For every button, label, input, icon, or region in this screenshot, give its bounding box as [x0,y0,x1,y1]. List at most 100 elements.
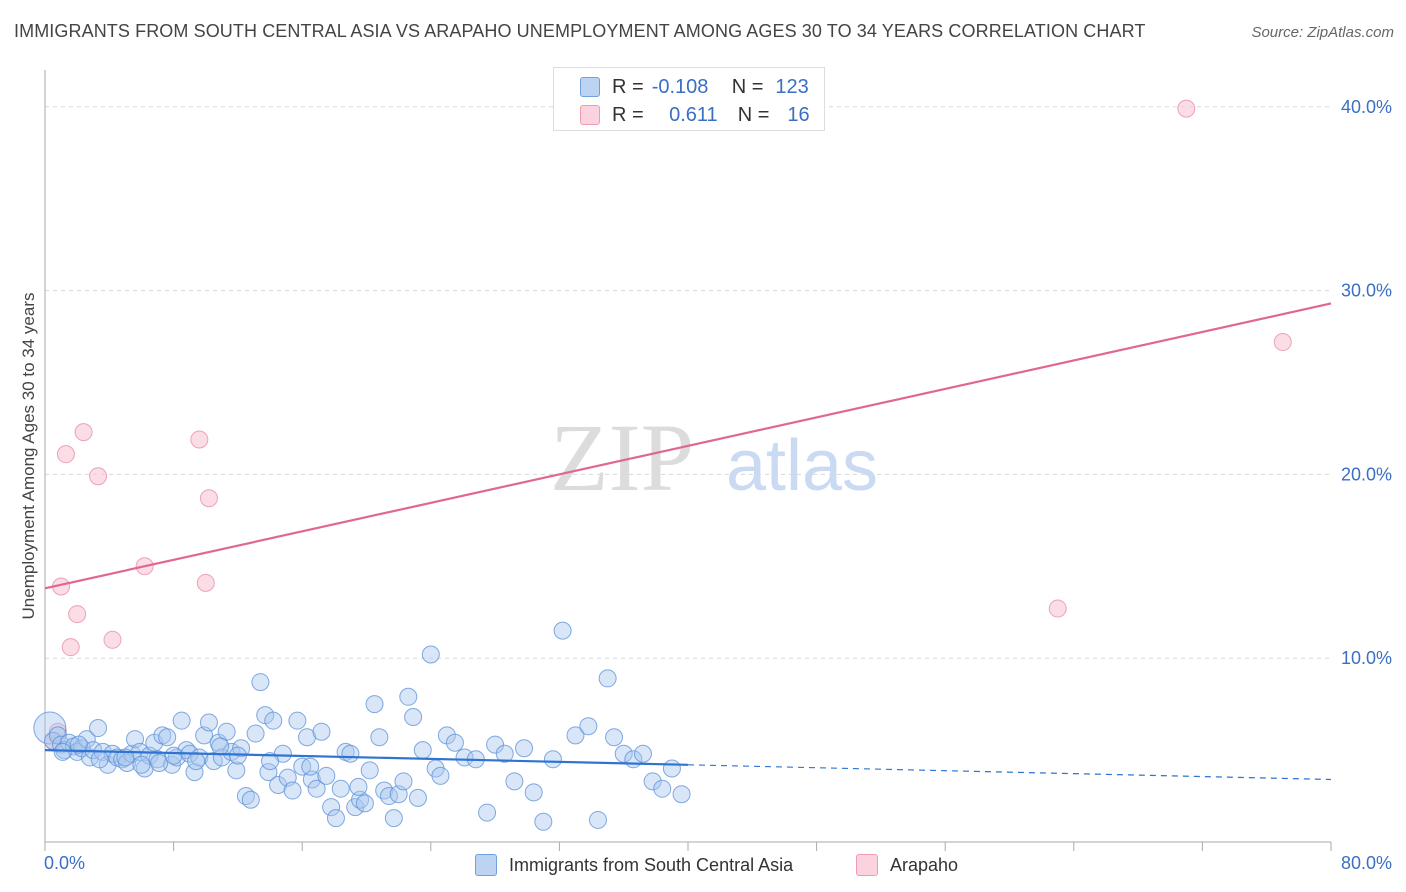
south-central-asia-point [355,794,374,813]
south-central-asia-point [264,711,283,730]
y-tick-label: 40.0% [1341,97,1392,117]
south-central-asia-point [505,772,524,791]
y-axis-label: Unemployment Among Ages 30 to 34 years [19,292,38,620]
x-tick-label: 80.0% [1341,853,1392,873]
south-central-asia-point [349,777,368,796]
arapaho-trend-line [44,302,1332,590]
south-central-asia-point [322,798,341,817]
legend-r-label: R = [612,103,644,126]
south-central-asia-point [495,744,514,763]
south-central-asia-point [288,711,307,730]
south-central-asia-point [33,711,67,745]
south-central-asia-point [653,779,672,798]
arapaho-point [61,638,80,657]
bottom-legend-series1: Immigrants from South Central Asia [475,852,793,878]
south-central-asia-point [90,750,109,769]
south-central-asia-point [211,737,230,756]
arapaho-point [1273,333,1292,352]
south-central-asia-point [69,735,88,754]
legend-n-value: 123 [775,75,809,98]
south-central-asia-point [598,669,617,688]
bottom-legend-swatch-blue [475,854,497,876]
south-central-asia-point [246,724,265,743]
y-tick-label: 20.0% [1341,464,1392,484]
arapaho-point [199,489,218,508]
south-central-asia-point [375,781,394,800]
arapaho-point [190,430,209,449]
south-central-asia-point [579,717,598,736]
south-central-asia-point [360,761,379,780]
south-central-asia-point [633,744,652,763]
south-central-asia-point [553,621,572,640]
south-central-asia-point [236,787,255,806]
arapaho-point [103,630,122,649]
south-central-asia-point [89,719,108,738]
watermark-atlas: atlas [726,426,878,506]
legend-row-pink: R = 0.611 N = 16 [580,101,810,129]
y-tick-label: 10.0% [1341,648,1392,668]
legend-r-value: -0.108 [651,75,709,98]
south-central-asia-point [404,708,423,727]
south-central-asia-point [261,752,280,771]
south-central-asia-trend-extension [687,764,1332,781]
south-central-asia-point [478,803,497,822]
south-central-asia-point [150,753,169,772]
bottom-legend-label: Immigrants from South Central Asia [509,854,794,875]
south-central-asia-point [53,742,72,761]
south-central-asia-point [326,809,345,828]
legend-row-blue: R = -0.108 N = 123 [580,73,809,101]
south-central-asia-point [351,790,370,809]
south-central-asia-point [241,790,260,809]
south-central-asia-point [307,779,326,798]
south-central-asia-point [187,752,206,771]
south-central-asia-point [566,726,585,745]
arapaho-point [89,467,108,486]
correlation-legend: R = -0.108 N = 123 R = 0.611 N = 16 [553,67,825,131]
arapaho-point [68,605,87,624]
legend-swatch-blue [580,77,600,97]
south-central-asia-point [408,788,427,807]
south-central-asia-point [283,781,302,800]
south-central-asia-point [643,772,662,791]
south-central-asia-point [370,728,389,747]
south-central-asia-point [132,755,151,774]
south-central-asia-point [534,812,553,831]
grid-lines [45,106,1331,659]
bottom-legend-label: Arapaho [890,854,959,875]
south-central-asia-point [116,748,135,767]
y-tick-label: 30.0% [1341,281,1392,301]
south-central-asia-point [341,744,360,763]
axes [44,70,1332,851]
arapaho-point [196,573,215,592]
watermark: ZIP atlas [550,404,878,511]
chart-title: IMMIGRANTS FROM SOUTH CENTRAL ASIA VS AR… [14,21,1146,41]
south-central-asia-point [445,733,464,752]
south-central-asia-point [312,722,331,741]
south-central-asia-point [302,770,321,789]
legend-r-label: R = [612,75,644,98]
south-central-asia-point [317,766,336,785]
trend-lines [44,302,1332,781]
south-central-asia-point [172,711,191,730]
legend-n-label: N = [731,75,764,98]
south-central-asia-point [331,779,350,798]
south-central-asia-point [605,728,624,747]
south-central-asia-point [588,810,607,829]
tick-labels: 10.0% 20.0% 30.0% 40.0% 0.0% 80.0% [44,97,1392,873]
south-central-asia-point [662,759,681,778]
arapaho-point [1048,599,1067,618]
south-central-asia-trend-line [44,748,689,766]
south-central-asia-point [515,739,534,758]
arapaho-point [1177,99,1196,118]
south-central-asia-point [251,673,270,692]
south-central-asia-point [227,761,246,780]
south-central-asia-point [399,687,418,706]
legend-r-value: 0.611 [669,103,718,126]
legend-n-value: 16 [787,103,810,126]
watermark-zip: ZIP [550,404,694,511]
source-label: Source: ZipAtlas.com [1251,24,1394,41]
legend-n-label: N = [737,103,770,126]
arapaho-point [56,445,75,464]
south-central-asia-point [394,772,413,791]
